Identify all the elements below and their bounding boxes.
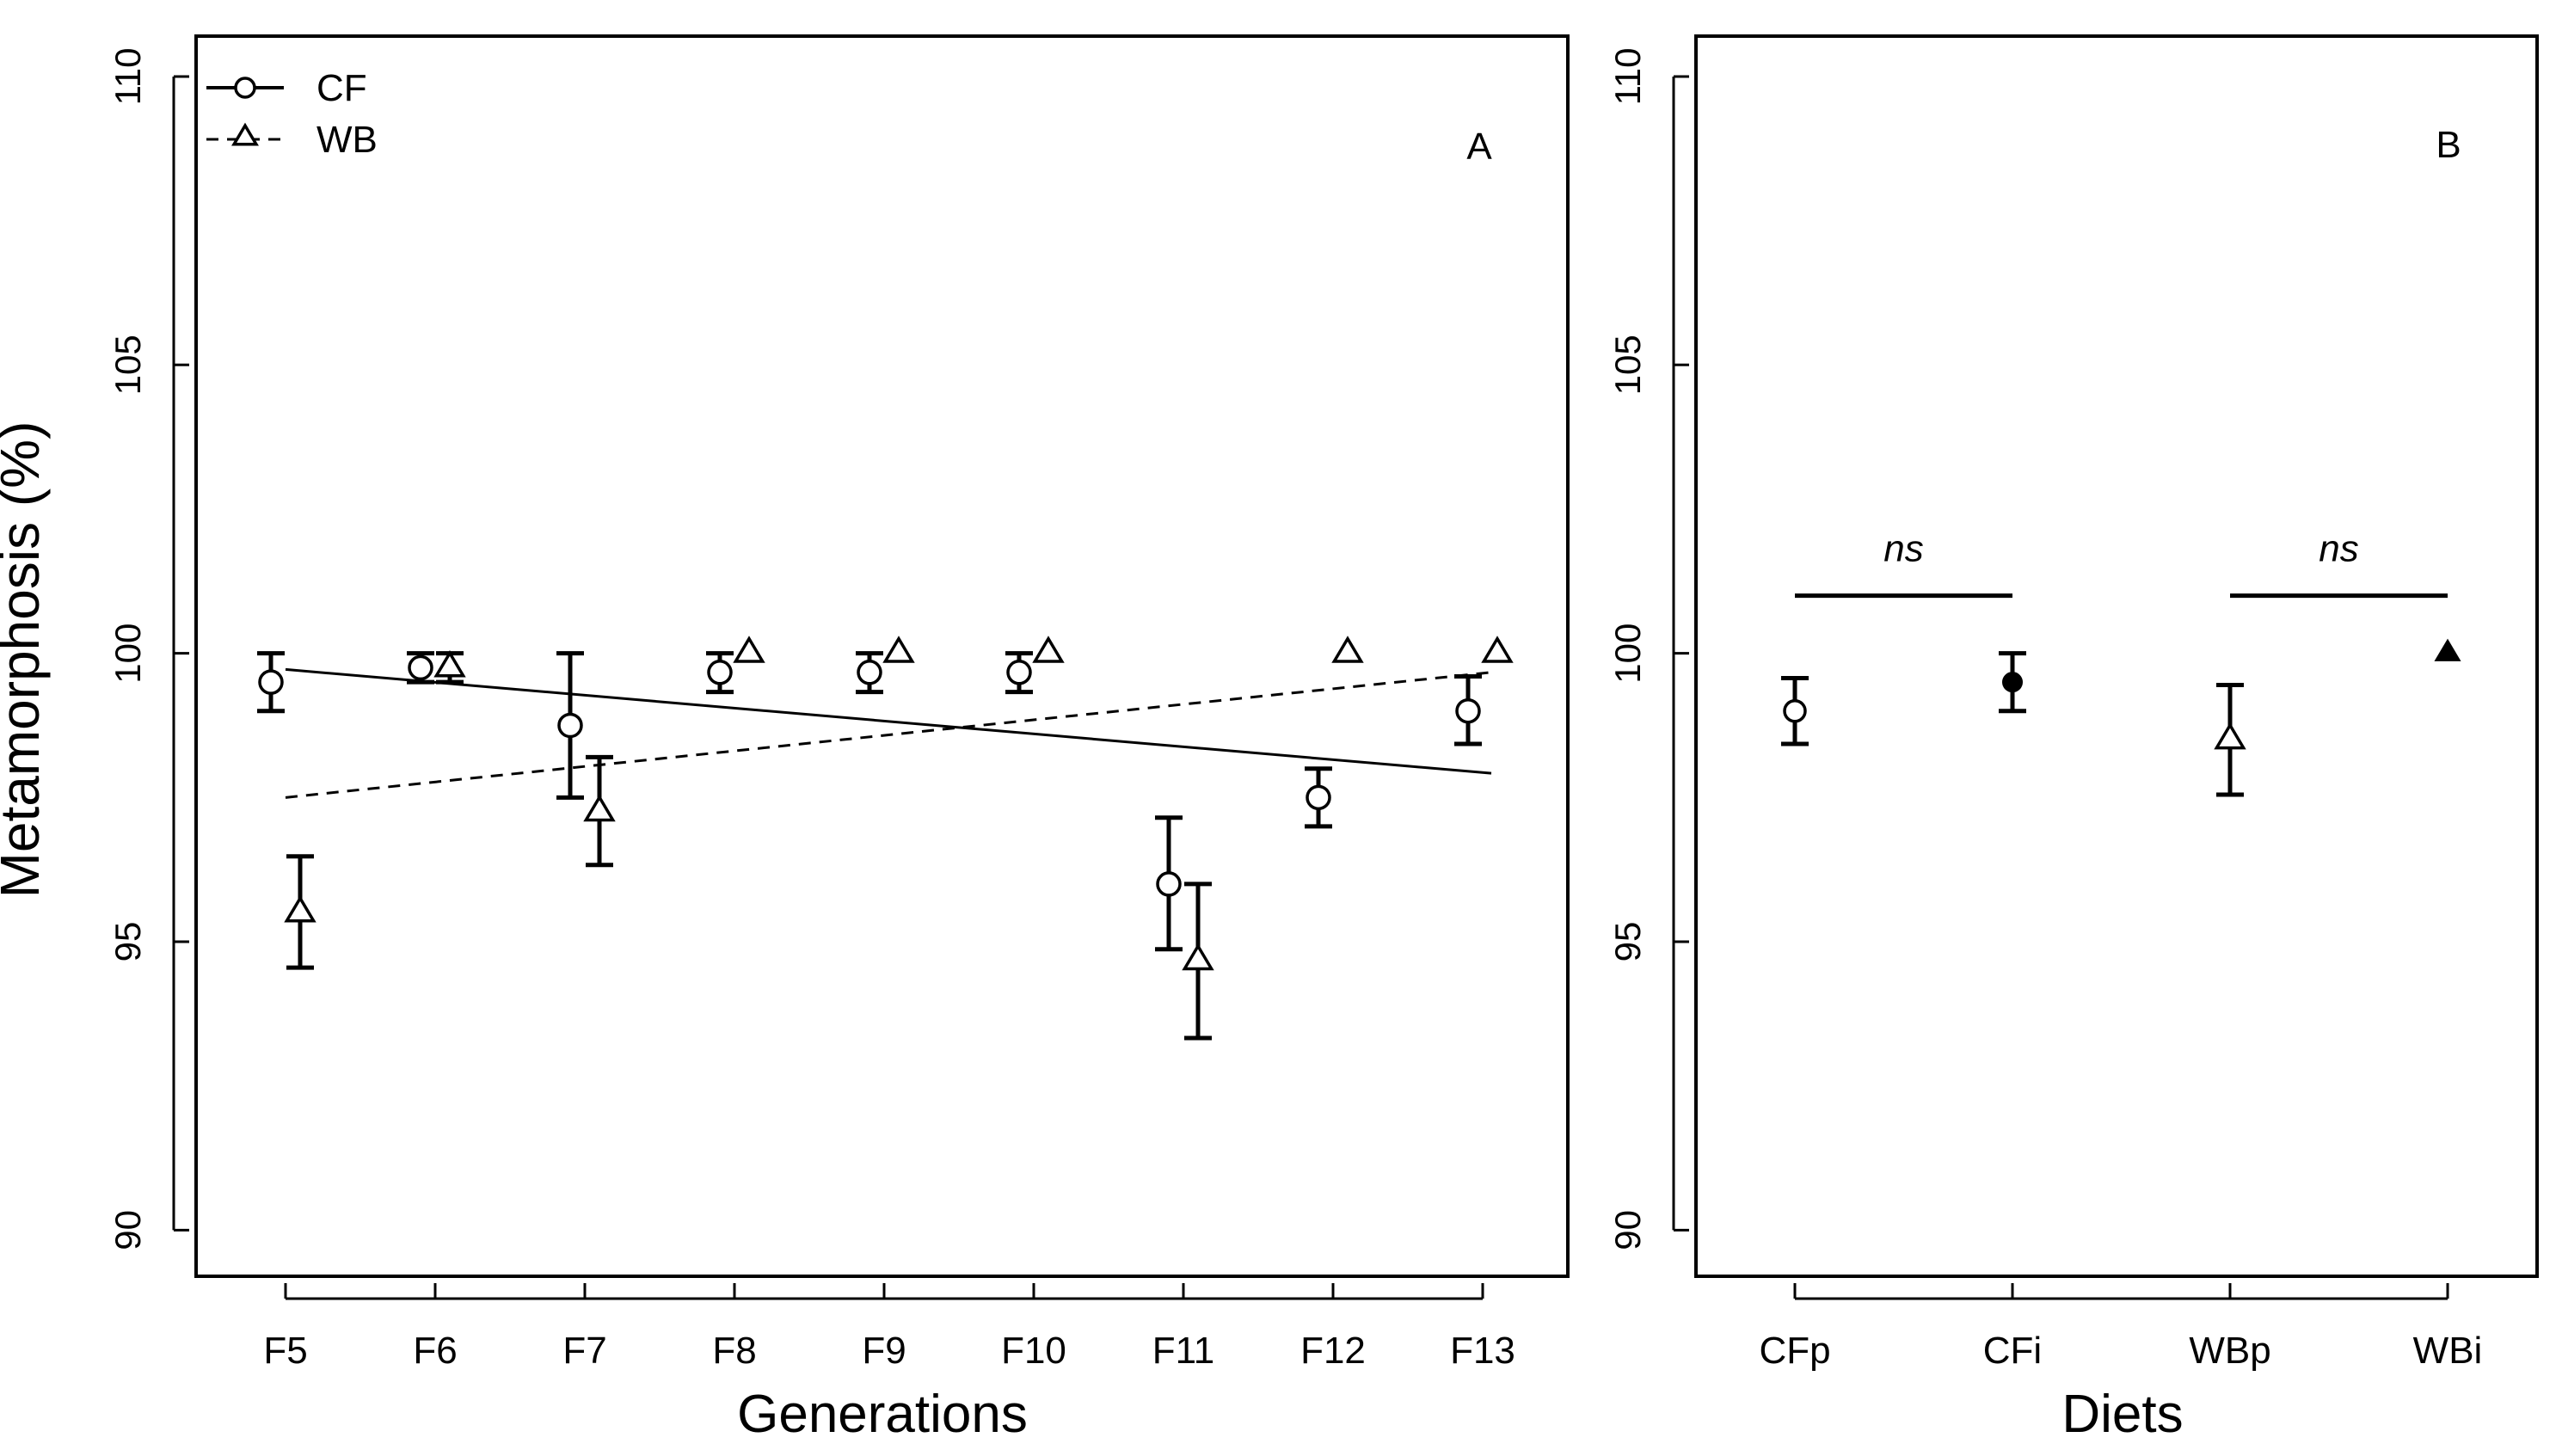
- y-tick-label: 105: [108, 335, 148, 395]
- cf-point: [408, 654, 433, 681]
- legend-wb-label: WB: [316, 119, 378, 161]
- x-tick-label-f11: F11: [1152, 1330, 1215, 1372]
- y-tick-label: 105: [1607, 335, 1648, 395]
- plot-frame: [1694, 34, 2539, 1278]
- cf-point: [707, 660, 733, 685]
- wb-point: [583, 794, 616, 822]
- x-tick-label-f5: F5: [263, 1330, 307, 1372]
- wb-point: [284, 895, 316, 923]
- cf-point: [1006, 660, 1032, 685]
- x-tick-label-f6: F6: [413, 1330, 457, 1372]
- panel-label: B: [2436, 124, 2461, 166]
- wb-point: [433, 649, 466, 678]
- wb-trend-line: [285, 671, 1492, 799]
- y-tick-label: 110: [1607, 47, 1648, 105]
- legend-cf-label: CF: [316, 67, 367, 109]
- significance-label: ns: [1883, 528, 1923, 570]
- cf-point: [1455, 697, 1481, 724]
- x-tick-label-f10: F10: [1001, 1330, 1066, 1372]
- significance-label: ns: [2319, 528, 2358, 570]
- panel-label: A: [1466, 126, 1492, 168]
- legend: CF WB: [206, 67, 378, 161]
- y-tick-label: 95: [108, 922, 148, 962]
- wb-point: [733, 636, 765, 663]
- cf-trend-line: [285, 667, 1492, 775]
- legend-wb-marker: [231, 122, 259, 146]
- y-tick-label: 110: [108, 47, 148, 105]
- point-wbp: [2214, 722, 2246, 750]
- y-tick-label: 90: [108, 1210, 148, 1250]
- y-axis-label: Metamorphosis (%): [0, 421, 51, 899]
- y-tick-label: 90: [1607, 1210, 1648, 1250]
- wb-point: [1331, 636, 1364, 663]
- legend-cf-marker: [234, 77, 256, 99]
- cf-point: [1306, 784, 1331, 811]
- y-tick-label: 100: [1607, 624, 1648, 684]
- point-wbi: [2434, 638, 2461, 661]
- x-tick-label-wbp: WBp: [2189, 1330, 2270, 1372]
- wb-point: [882, 636, 915, 663]
- wb-point: [1481, 636, 1514, 663]
- plot-frame: [194, 34, 1570, 1278]
- x-axis-label: Generations: [737, 1385, 1028, 1444]
- wb-point: [1182, 943, 1214, 971]
- x-tick-label-wbi: WBi: [2413, 1330, 2483, 1372]
- cf-point: [1156, 871, 1182, 897]
- wb-point: [1032, 636, 1065, 663]
- x-tick-label-f7: F7: [562, 1330, 606, 1372]
- x-tick-label-f8: F8: [712, 1330, 756, 1372]
- x-tick-label-cfi: CFi: [1983, 1330, 2042, 1372]
- x-axis-label: Diets: [2061, 1385, 2183, 1444]
- x-tick-label-cfp: CFp: [1759, 1330, 1830, 1372]
- panel-a: 90 95 100 105 110 F5 F6 F7 F8 F9 F10 F11 F12 F13 Gener…: [108, 34, 1570, 1444]
- x-tick-label-f12: F12: [1300, 1330, 1366, 1372]
- point-cfi: [2002, 672, 2023, 693]
- point-cfp: [1783, 698, 1807, 723]
- cf-point: [258, 669, 284, 695]
- y-tick-label: 95: [1607, 922, 1648, 962]
- y-tick-label: 100: [108, 624, 148, 684]
- cf-point: [857, 660, 882, 685]
- x-tick-label-f9: F9: [862, 1330, 906, 1372]
- x-tick-label-f13: F13: [1450, 1330, 1515, 1372]
- cf-point: [557, 712, 583, 739]
- panel-b: 90 95 100 105 110 CFp CFi WBp WBi Diets Bns ns: [1607, 34, 2539, 1444]
